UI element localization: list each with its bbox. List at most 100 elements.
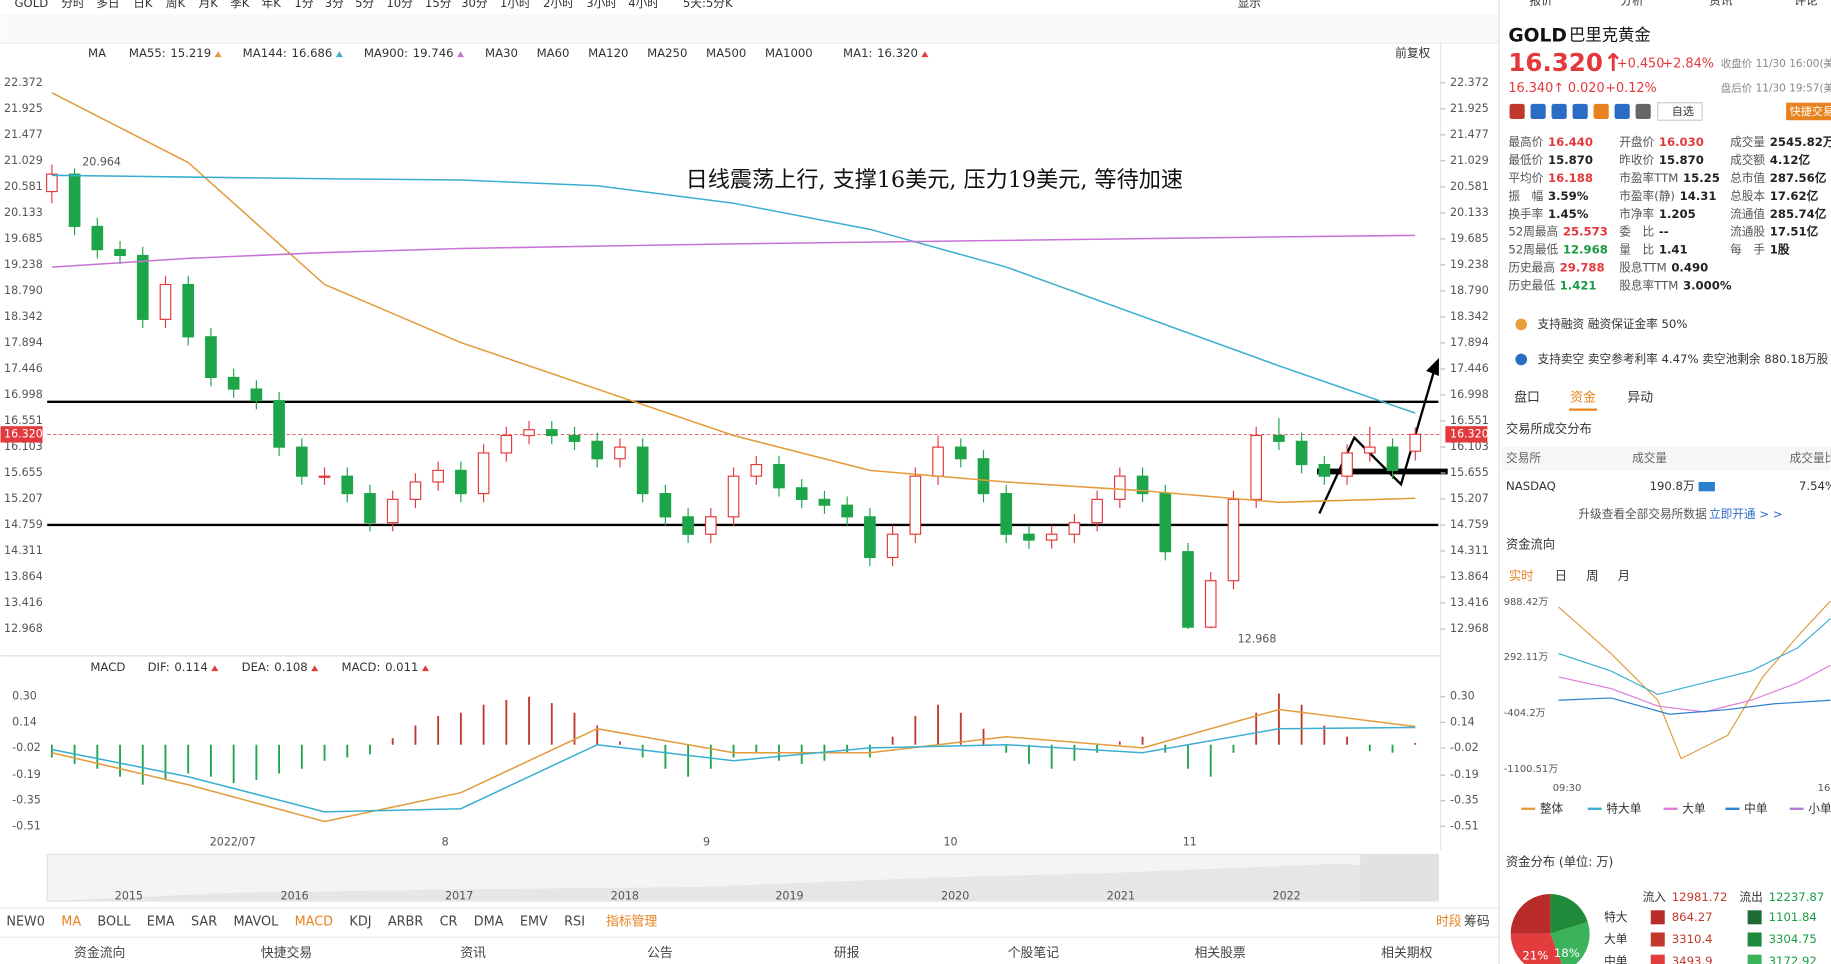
stat-value: 1.205 (1659, 207, 1696, 221)
y-tick-label: 0.30 (12, 690, 37, 703)
stat-value: 14.31 (1680, 189, 1717, 203)
period-tab[interactable]: 4小时 (628, 0, 659, 10)
indicator-tab[interactable]: EMA (147, 914, 175, 929)
candle-body (1114, 475, 1126, 500)
pie-slice (1510, 933, 1562, 964)
quick-label[interactable]: 快捷交易 (1790, 104, 1831, 118)
change-pct: +2.84% (1662, 57, 1714, 72)
candle-body (68, 173, 81, 228)
table-cell: 7.54% (1799, 479, 1831, 493)
indicator-tab[interactable]: KDJ (349, 914, 371, 929)
indicator-tab[interactable]: 筹码 (1464, 913, 1490, 929)
y-tick-label: 12.968 (1450, 622, 1489, 635)
period-tab[interactable]: 1小时 (500, 0, 531, 10)
candle-body (591, 440, 604, 460)
indicator-tab[interactable]: MA (61, 914, 81, 929)
legend-title: MA (88, 46, 106, 60)
stat-label: 52周最高 (1508, 225, 1558, 239)
bottom-tab[interactable]: 快捷交易 (261, 945, 312, 961)
period-tab[interactable]: 季K (230, 0, 250, 10)
indicator-tab[interactable]: 时段 (1436, 914, 1462, 929)
flow-tab[interactable]: 周 (1586, 569, 1598, 583)
flow-tab[interactable]: 月 (1618, 569, 1630, 583)
arrow-head (1426, 358, 1439, 376)
period-tab[interactable]: 2小时 (543, 0, 574, 10)
indicator-tab[interactable]: 指标管理 (606, 914, 657, 929)
tab[interactable]: 异动 (1627, 390, 1653, 405)
stat-value: 29.788 (1560, 261, 1605, 275)
period-tab[interactable]: 日K (133, 0, 153, 10)
period-tab[interactable]: 3小时 (586, 0, 617, 10)
y-tick-label: 14.311 (1450, 544, 1489, 557)
row-label: 大单 (1604, 932, 1628, 946)
panel-tab[interactable]: 报价 (1529, 0, 1553, 8)
bottom-tab[interactable]: 资金流向 (74, 945, 125, 961)
period-tab[interactable]: 5分 (355, 0, 374, 10)
indicator-tab[interactable]: MACD (295, 914, 334, 929)
period-tab[interactable]: 多日 (96, 0, 119, 10)
fav-label[interactable]: 自选 (1672, 105, 1694, 118)
y-tick-label: 16.551 (1450, 414, 1489, 427)
period-tab[interactable]: 年K (262, 0, 282, 10)
indicator-tab[interactable]: BOLL (97, 914, 131, 929)
indicator-tab[interactable]: ARBR (388, 914, 423, 929)
period-tab[interactable]: 周K (166, 0, 186, 10)
flow-tab[interactable]: 日 (1555, 569, 1567, 583)
bottom-tab[interactable]: 个股笔记 (1008, 945, 1059, 961)
bottom-tab[interactable]: 相关股票 (1194, 946, 1245, 961)
indicator-tab[interactable]: DMA (474, 914, 504, 929)
label: 流出 (1739, 890, 1762, 904)
trend-arrow (335, 51, 343, 58)
period-tab[interactable]: 5天:5分K (683, 0, 733, 10)
period-tab[interactable]: 10分 (386, 0, 413, 10)
y-tick-label: -0.35 (1450, 794, 1479, 807)
y-tick-label: 21.477 (4, 128, 43, 141)
y-tick-label: 18.790 (4, 284, 43, 297)
stat-label: 昨收价 (1619, 153, 1654, 167)
fav-button[interactable] (1657, 102, 1703, 121)
y-tick-label: 13.864 (1450, 570, 1489, 583)
symbol: GOLD (15, 0, 49, 10)
y-tick-label: -0.02 (1450, 741, 1479, 754)
upgrade-link[interactable]: 立即开通 > > (1709, 507, 1783, 521)
period-tab[interactable]: 3分 (325, 0, 344, 10)
candle-body (1250, 434, 1263, 500)
bottom-tab[interactable]: 相关期权 (1381, 945, 1432, 961)
candle-body (523, 429, 535, 437)
y-tick-label: 15.655 (1450, 466, 1489, 479)
panel-tab[interactable]: 分析 (1620, 0, 1644, 8)
indicator-tab[interactable]: CR (440, 914, 458, 929)
year-label: 2019 (775, 889, 803, 902)
stat-value: 0.490 (1671, 261, 1708, 275)
indicator-tab[interactable]: EMV (520, 914, 548, 929)
period-tab[interactable]: 分时 (61, 0, 85, 10)
y-tick-label: 14.759 (1450, 518, 1489, 531)
period-tab[interactable]: 1分 (294, 0, 313, 10)
legend-value: 0.114 (174, 660, 207, 674)
adjust-button[interactable]: 前复权 (1395, 46, 1430, 60)
indicator-tab[interactable]: MAVOL (233, 914, 279, 929)
indicator-tab[interactable]: SAR (191, 914, 217, 929)
indicator-tab[interactable]: NEW0 (6, 914, 45, 929)
candle-body (364, 493, 376, 524)
period-tab[interactable]: 15分 (425, 0, 452, 10)
y-tick-label: 15.207 (4, 492, 43, 505)
panel-tab[interactable]: 评论 (1794, 0, 1818, 8)
y-tick-label: 21.925 (1450, 102, 1489, 115)
flow-tick: 292.11万 (1504, 652, 1549, 663)
bottom-tab[interactable]: 研报 (834, 946, 860, 961)
period-tab[interactable]: 月K (199, 0, 219, 10)
tab[interactable]: 资金 (1570, 389, 1596, 405)
bottom-tab[interactable]: 公告 (647, 946, 673, 961)
panel-tab[interactable]: 资讯 (1709, 0, 1733, 8)
bottom-tab[interactable]: 资讯 (460, 946, 486, 961)
indicator-tab[interactable]: RSI (564, 914, 585, 929)
stat-value: 3.59% (1548, 189, 1589, 203)
show-button[interactable]: 显示 (1238, 0, 1261, 10)
tab[interactable]: 盘口 (1514, 389, 1540, 405)
value: 1101.84 (1769, 910, 1817, 924)
period-tab[interactable]: 30分 (461, 0, 488, 10)
quick-button[interactable] (1786, 102, 1831, 121)
pie-label: 18% (1554, 946, 1580, 960)
flow-tab[interactable]: 实时 (1509, 568, 1534, 583)
